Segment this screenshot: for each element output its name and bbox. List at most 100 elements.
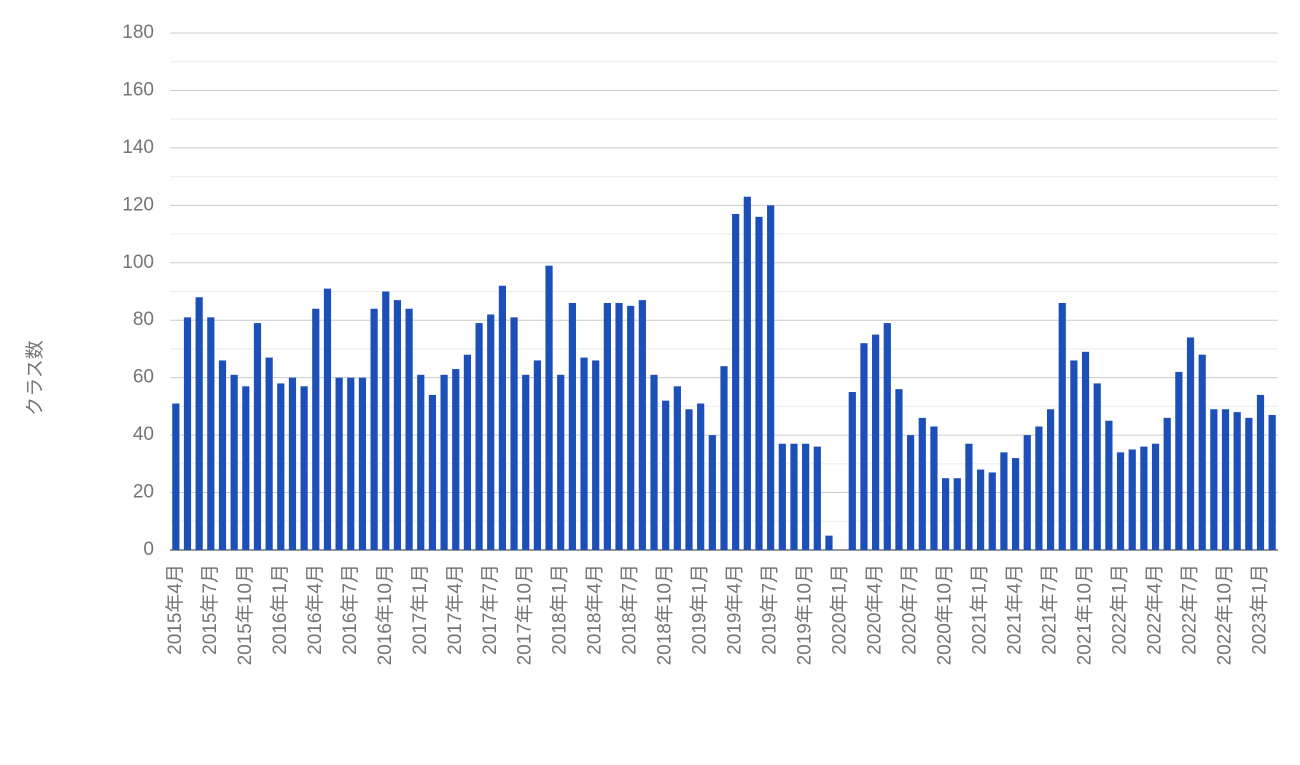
bar bbox=[953, 478, 961, 550]
x-tick-label: 2018年10月 bbox=[654, 564, 676, 665]
bar bbox=[1268, 415, 1276, 550]
bar bbox=[685, 409, 693, 550]
x-tick-label: 2022年10月 bbox=[1214, 564, 1236, 665]
bar bbox=[1000, 452, 1008, 550]
y-tick-label: 80 bbox=[133, 309, 154, 330]
bar bbox=[697, 403, 705, 550]
x-tick-label: 2016年4月 bbox=[304, 564, 326, 655]
bar bbox=[323, 288, 332, 550]
x-tick-label: 2022年7月 bbox=[1179, 564, 1201, 655]
x-tick-label: 2016年7月 bbox=[339, 564, 361, 655]
bar bbox=[942, 478, 950, 550]
bar bbox=[568, 302, 576, 550]
bar bbox=[848, 392, 856, 550]
bar bbox=[1198, 354, 1206, 550]
bar bbox=[557, 374, 565, 550]
bar bbox=[277, 383, 285, 550]
bar bbox=[1140, 446, 1148, 550]
bar bbox=[1151, 443, 1160, 550]
bar bbox=[405, 308, 413, 550]
x-tick-label: 2021年7月 bbox=[1039, 564, 1061, 655]
y-tick-label: 60 bbox=[133, 367, 154, 388]
bar bbox=[382, 291, 390, 550]
bar bbox=[510, 317, 518, 550]
bar bbox=[1046, 409, 1055, 550]
y-tick-label: 40 bbox=[133, 424, 154, 445]
bar bbox=[743, 196, 751, 550]
bar bbox=[1081, 351, 1090, 550]
bar bbox=[1093, 383, 1101, 550]
bar bbox=[358, 377, 367, 550]
bar bbox=[732, 213, 740, 550]
x-tick-label: 2020年1月 bbox=[829, 564, 851, 655]
bar bbox=[825, 535, 833, 550]
bar bbox=[988, 472, 996, 550]
y-tick-label: 140 bbox=[122, 137, 154, 158]
bar bbox=[417, 374, 425, 550]
bar bbox=[300, 386, 308, 550]
x-tick-label: 2018年1月 bbox=[549, 564, 571, 655]
bar bbox=[347, 377, 355, 550]
bar bbox=[172, 403, 180, 550]
bar bbox=[638, 300, 646, 550]
bar bbox=[580, 357, 588, 550]
bar bbox=[218, 360, 227, 550]
x-tick-label: 2020年10月 bbox=[934, 564, 956, 665]
x-tick-label: 2021年1月 bbox=[969, 564, 991, 655]
x-tick-label: 2017年4月 bbox=[444, 564, 466, 655]
bar bbox=[312, 308, 320, 550]
bar bbox=[183, 317, 192, 550]
bar bbox=[522, 374, 530, 550]
bar bbox=[1163, 417, 1171, 550]
x-tick-label: 2020年7月 bbox=[899, 564, 921, 655]
y-tick-label: 120 bbox=[122, 194, 154, 215]
bar bbox=[720, 366, 728, 550]
bar bbox=[907, 435, 915, 550]
bar bbox=[207, 317, 215, 550]
bar bbox=[440, 374, 448, 550]
bar bbox=[452, 369, 460, 550]
bar bbox=[498, 285, 506, 550]
y-tick-label: 20 bbox=[133, 482, 154, 503]
bar bbox=[1245, 417, 1253, 550]
bar bbox=[1221, 409, 1230, 550]
bar bbox=[230, 374, 238, 550]
bar bbox=[393, 300, 402, 550]
x-tick-label: 2019年4月 bbox=[724, 564, 746, 655]
bar bbox=[288, 377, 297, 550]
bar bbox=[813, 446, 821, 550]
bar bbox=[1186, 337, 1195, 550]
x-tick-label: 2015年7月 bbox=[199, 564, 221, 655]
bar bbox=[650, 374, 658, 550]
x-tick-label: 2018年4月 bbox=[584, 564, 606, 655]
bar bbox=[778, 443, 786, 550]
bar bbox=[708, 435, 716, 550]
bar bbox=[615, 302, 623, 550]
y-tick-label: 100 bbox=[122, 252, 154, 273]
bar bbox=[370, 308, 378, 550]
bar bbox=[965, 443, 973, 550]
x-tick-label: 2019年10月 bbox=[794, 564, 816, 665]
bar bbox=[1011, 458, 1020, 550]
bar bbox=[242, 386, 250, 550]
x-tick-label: 2016年10月 bbox=[374, 564, 396, 665]
bar bbox=[1116, 452, 1125, 550]
x-tick-label: 2021年10月 bbox=[1074, 564, 1096, 665]
x-tick-label: 2015年4月 bbox=[164, 564, 186, 655]
bar bbox=[1058, 302, 1066, 550]
bar bbox=[755, 216, 763, 551]
bar bbox=[603, 302, 611, 550]
bar bbox=[860, 343, 868, 550]
bar bbox=[463, 354, 472, 550]
bar bbox=[930, 426, 938, 550]
bar bbox=[592, 360, 600, 550]
x-tick-label: 2023年1月 bbox=[1249, 564, 1271, 655]
bar bbox=[883, 323, 891, 550]
bar bbox=[475, 323, 483, 550]
bar bbox=[627, 305, 635, 550]
bar bbox=[545, 265, 553, 550]
x-tick-label: 2019年1月 bbox=[689, 564, 711, 655]
y-tick-label: 0 bbox=[143, 539, 154, 560]
bar bbox=[895, 389, 903, 550]
bar bbox=[533, 360, 541, 550]
